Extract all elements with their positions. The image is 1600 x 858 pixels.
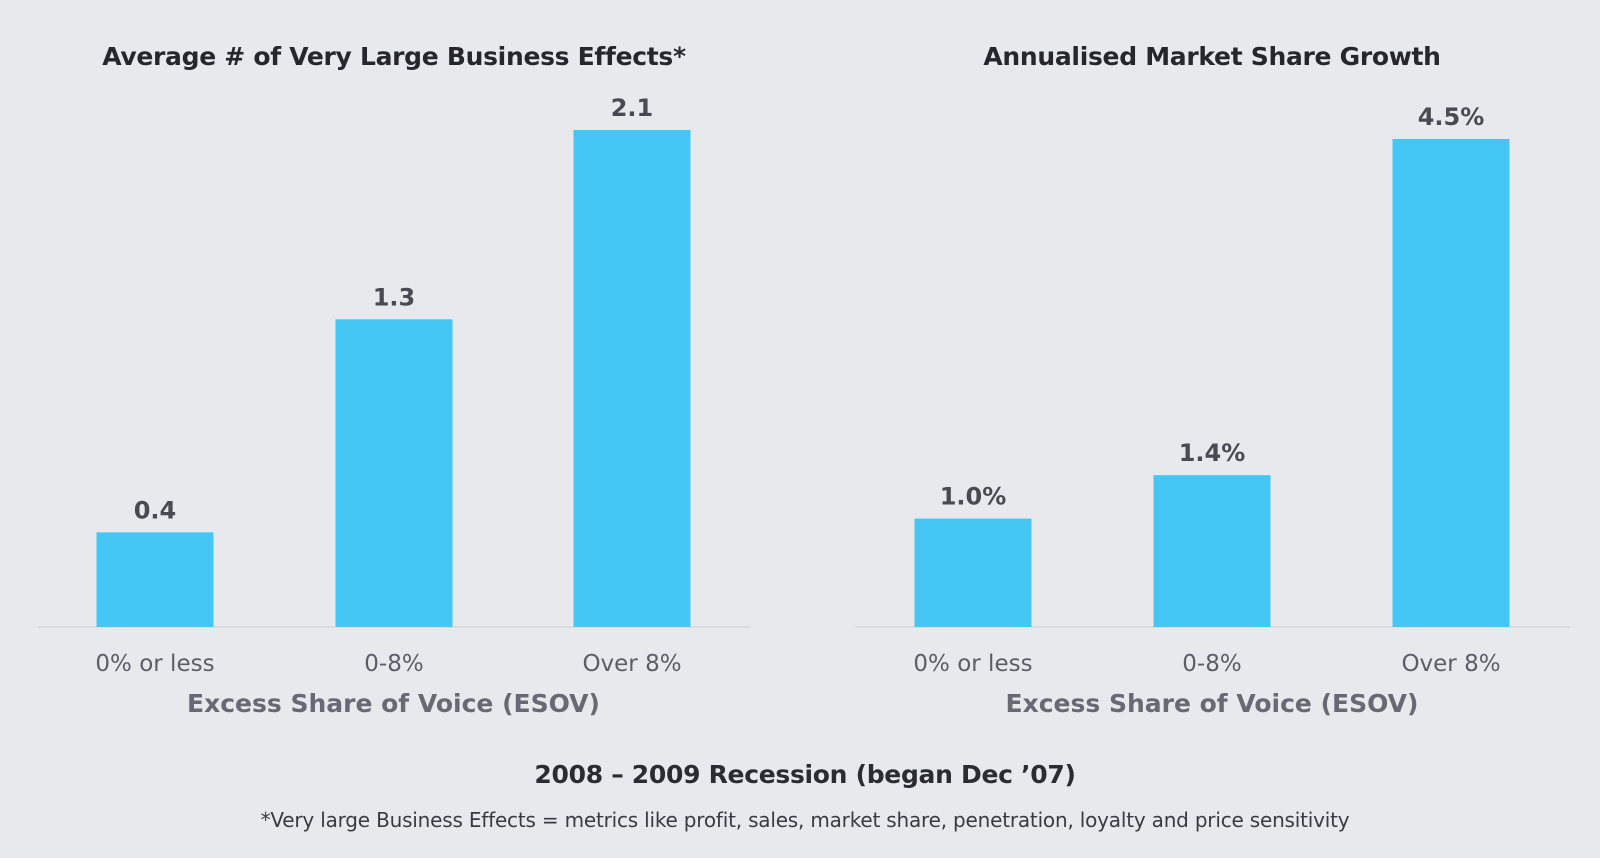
- chart-1-data-label: 2.1: [611, 94, 654, 122]
- chart-1-x-tick-label: 0% or less: [95, 651, 214, 677]
- chart-2-data-label: 1.4%: [1179, 439, 1246, 467]
- chart-2-x-axis-label: Excess Share of Voice (ESOV): [1006, 689, 1419, 718]
- recession-subtitle: 2008 – 2009 Recession (began Dec ’07): [534, 760, 1076, 789]
- chart-1-bar: [96, 532, 214, 627]
- charts-svg: 0.4 0% or less 1.3 0-8% 2.1 Over 8% Excess Sha…: [38, 94, 1570, 718]
- chart-1-data-label: 1.3: [373, 283, 416, 311]
- chart-2-x-tick-label: 0-8%: [1182, 651, 1241, 677]
- chart-2-data-label: 1.0%: [940, 483, 1007, 511]
- chart-1-x-tick-label: Over 8%: [582, 651, 681, 677]
- chart-1-bar: [335, 319, 453, 627]
- chart-2-x-tick-label: Over 8%: [1401, 651, 1500, 677]
- chart-2-title: Annualised Market Share Growth: [983, 42, 1441, 71]
- chart-1-title: Average # of Very Large Business Effects…: [102, 42, 686, 71]
- chart-1-bar: [573, 130, 691, 627]
- chart-1-x-tick-label: 0-8%: [364, 651, 423, 677]
- chart-2-bar: [1392, 139, 1510, 627]
- footnote: *Very large Business Effects = metrics l…: [260, 808, 1350, 832]
- chart-2-bar: [914, 518, 1032, 627]
- chart-1-data-label: 0.4: [134, 496, 177, 524]
- chart-2-bar: [1153, 475, 1271, 627]
- chart-2-x-tick-label: 0% or less: [913, 651, 1032, 677]
- chart-2-data-label: 4.5%: [1418, 103, 1485, 131]
- chart-1-x-axis-label: Excess Share of Voice (ESOV): [187, 689, 600, 718]
